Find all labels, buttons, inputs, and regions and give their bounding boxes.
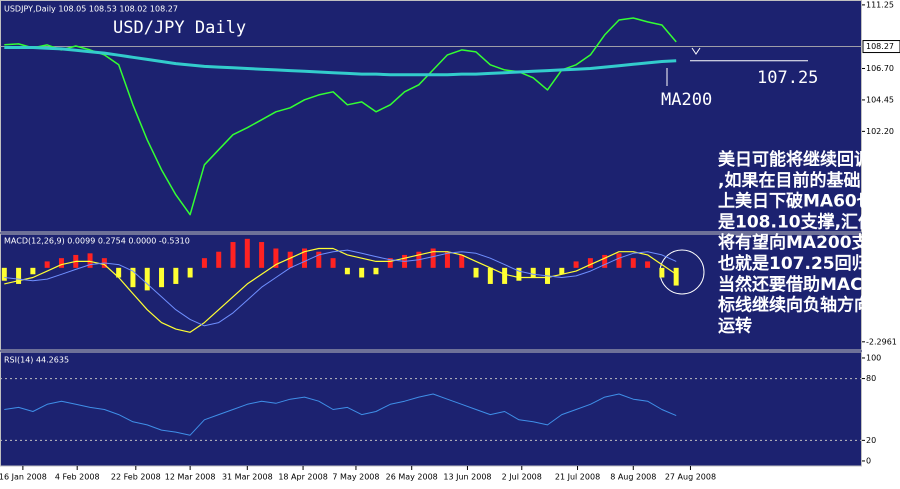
histogram-bar	[645, 261, 651, 268]
histogram-bar	[673, 267, 679, 286]
histogram-bar	[316, 251, 322, 268]
histogram-bar	[530, 267, 536, 278]
histogram-bar	[144, 267, 150, 291]
x-tick-label: 2 Jul 2008	[502, 473, 542, 482]
histogram-bar	[201, 258, 207, 268]
histogram-bar	[44, 261, 50, 268]
y-tick-label: 111.25	[866, 0, 894, 9]
histogram-bar	[16, 267, 22, 284]
x-tick-label: 7 May 2008	[332, 473, 379, 482]
x-tick-label: 21 Jul 2008	[555, 473, 600, 482]
ma-label: MA200	[661, 90, 712, 110]
annotation: ,如果在目前的基础	[718, 170, 860, 191]
histogram-bar	[502, 267, 508, 284]
macd-panel	[0, 233, 862, 351]
chart-subtitle: USD/JPY Daily	[113, 18, 246, 38]
histogram-bar	[344, 267, 350, 275]
histogram-bar	[230, 242, 236, 268]
current-price-label: 108.27	[866, 42, 894, 51]
histogram-bar	[444, 251, 450, 268]
y-tick-label: 102.20	[866, 127, 894, 136]
x-tick-label: 22 Feb 2008	[111, 473, 161, 482]
histogram-bar	[559, 267, 565, 275]
histogram-bar	[1, 267, 7, 281]
histogram-bar	[244, 238, 250, 268]
histogram-bar	[273, 248, 279, 268]
y-tick-label: 0	[866, 456, 871, 465]
histogram-bar	[587, 258, 593, 268]
y-tick-label: 80	[866, 374, 876, 383]
x-tick-label: 27 Aug 2008	[665, 473, 716, 482]
series-line	[4, 46, 677, 77]
support-label: 107.25	[757, 68, 818, 88]
histogram-bar	[387, 258, 393, 268]
histogram-bar	[573, 261, 579, 268]
annotation: 运转	[718, 315, 752, 336]
histogram-bar	[516, 267, 522, 281]
annotation: 美日可能将继续回调	[718, 149, 871, 170]
histogram-bar	[259, 242, 265, 268]
histogram-bar	[187, 267, 193, 278]
macd-title: MACD(12,26,9) 0.0099 0.2754 0.0000 -0.53…	[4, 237, 190, 246]
x-tick-label: 12 Mar 2008	[165, 473, 216, 482]
rsi-title: RSI(14) 44.2635	[4, 356, 69, 365]
y-tick-label: 20	[866, 436, 876, 445]
histogram-bar	[616, 253, 622, 268]
plot-background	[0, 0, 862, 466]
histogram-bar	[58, 258, 64, 268]
histogram-bar	[301, 248, 307, 268]
x-tick-label: 26 May 2008	[386, 473, 438, 482]
annotation: 是108.10支撑,汇价	[718, 211, 876, 232]
histogram-bar	[430, 248, 436, 268]
annotation: 将有望向MA200支撑	[718, 232, 886, 253]
current-price-box	[862, 40, 900, 54]
histogram-bar	[602, 254, 608, 268]
x-tick-label: 8 Aug 2008	[610, 473, 656, 482]
annotation: 也就是107.25回归,	[718, 253, 875, 274]
y-tick-label: 100	[866, 353, 881, 362]
histogram-bar	[473, 267, 479, 278]
histogram-bar	[216, 251, 222, 268]
y-tick-label: 104.45	[866, 95, 894, 104]
histogram-bar	[159, 267, 165, 288]
price-panel	[0, 0, 862, 233]
x-tick-label: 31 Mar 2008	[222, 473, 273, 482]
histogram-bar	[659, 267, 665, 278]
y-tick-label: 106.70	[866, 64, 894, 73]
histogram-bar	[130, 267, 136, 288]
series-line	[4, 393, 677, 436]
histogram-bar	[87, 253, 93, 268]
x-tick-label: 4 Feb 2008	[55, 473, 100, 482]
annotation: 标线继续向负轴方向	[718, 295, 871, 316]
x-tick-label: 16 Jan 2008	[0, 473, 47, 482]
price-title: USDJPY,Daily 108.05 108.53 108.02 108.27	[4, 5, 178, 14]
annotation: 当然还要借助MACD指	[718, 274, 894, 295]
x-tick-label: 18 Apr 2008	[278, 473, 327, 482]
histogram-bar	[116, 267, 122, 278]
x-tick-label: 13 Jun 2008	[443, 473, 491, 482]
annotation: 上美日下破MA60也就	[718, 191, 891, 212]
histogram-bar	[30, 267, 36, 275]
histogram-bar	[330, 258, 336, 268]
histogram-bar	[359, 267, 365, 278]
series-line	[4, 249, 677, 327]
histogram-bar	[459, 254, 465, 268]
rsi-panel	[0, 351, 862, 467]
histogram-bar	[630, 258, 636, 268]
arrow-mark	[691, 47, 701, 55]
histogram-bar	[173, 267, 179, 284]
histogram-bar	[487, 267, 493, 284]
histogram-bar	[287, 251, 293, 268]
series-line	[4, 247, 677, 333]
y-tick-label: -2.2961	[866, 337, 897, 346]
histogram-bar	[373, 267, 379, 275]
